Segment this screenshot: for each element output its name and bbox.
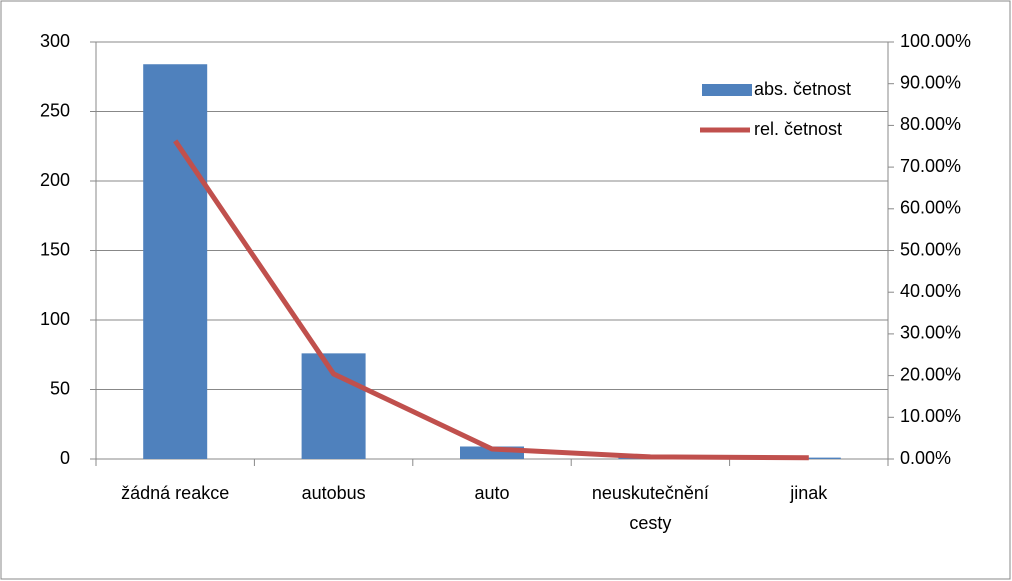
y2-tick-label: 70.00%: [900, 156, 961, 176]
bar: [301, 353, 366, 459]
x-tick-label: autobus: [301, 483, 366, 503]
y2-tick-label: 50.00%: [900, 239, 961, 259]
y2-tick-label: 10.00%: [900, 406, 961, 426]
x-tick-label: neuskutečnění cesty: [591, 483, 709, 533]
y2-tick-label: 20.00%: [900, 364, 961, 384]
y-tick-label: 150: [40, 239, 70, 259]
y-tick-label: 50: [50, 378, 70, 398]
y2-tick-label: 80.00%: [900, 114, 961, 134]
y2-tick-label: 60.00%: [900, 198, 961, 218]
legend-label: abs. četnost: [754, 79, 851, 99]
y2-tick-label: 30.00%: [900, 323, 961, 343]
y-tick-label: 250: [40, 100, 70, 120]
x-tick-label: jinak: [790, 483, 828, 503]
y-tick-label: 300: [40, 31, 70, 51]
y-tick-label: 200: [40, 170, 70, 190]
y2-tick-label: 0.00%: [900, 448, 951, 468]
y2-tick-label: 40.00%: [900, 281, 961, 301]
y-tick-label: 0: [60, 448, 70, 468]
y2-tick-label: 90.00%: [900, 72, 961, 92]
y2-tick-label: 100.00%: [900, 31, 971, 51]
legend-swatch: [702, 84, 752, 96]
legend-label: rel. četnost: [754, 119, 842, 139]
x-tick-label: auto: [474, 483, 510, 503]
x-tick-label: žádná reakce: [121, 483, 230, 503]
y-tick-label: 100: [40, 309, 70, 329]
bar: [143, 64, 208, 460]
line: [173, 139, 809, 461]
bar: [776, 457, 841, 459]
